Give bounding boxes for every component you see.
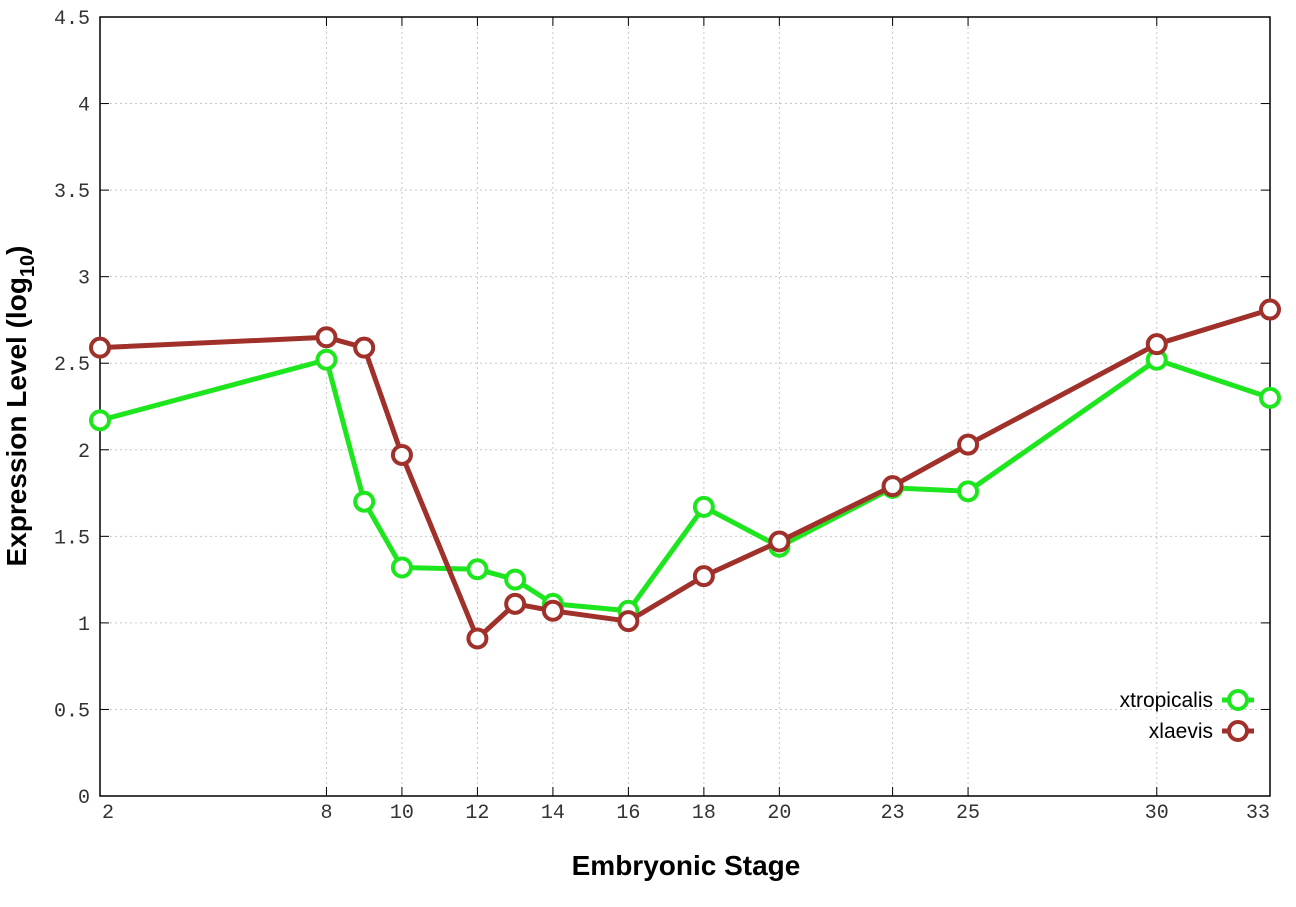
series-line-xlaevis xyxy=(97,307,1273,641)
series-xtropicalis xyxy=(89,348,1281,622)
y-tick-label: 2 xyxy=(78,441,90,464)
data-point-xtropicalis xyxy=(315,348,338,371)
data-point-xtropicalis xyxy=(466,558,489,581)
x-tick-label: 23 xyxy=(881,802,905,825)
y-tick-label: 2.5 xyxy=(54,354,90,377)
x-tick-label: 25 xyxy=(956,802,980,825)
y-axis-title: Expression Level (log10) xyxy=(1,246,39,567)
grid-layer xyxy=(100,17,1270,796)
series-layer xyxy=(89,298,1281,650)
y-axis-title-main: Expression Level (log xyxy=(1,277,32,566)
plot-area-frame xyxy=(99,16,1271,797)
data-point-xtropicalis xyxy=(692,495,715,518)
y-tick-label: 0 xyxy=(78,787,90,810)
data-point-xlaevis xyxy=(881,475,904,498)
data-point-xlaevis xyxy=(504,592,527,615)
legend-label: xlaevis xyxy=(1149,720,1213,743)
legend: xtropicalis xlaevis xyxy=(1120,689,1254,743)
legend-swatch-marker xyxy=(1227,689,1249,711)
tick-marks xyxy=(99,16,1271,797)
x-tick-label: 14 xyxy=(541,802,565,825)
y-tick-label: 4 xyxy=(78,95,90,118)
x-tick-label: 16 xyxy=(616,802,640,825)
data-point-xlaevis xyxy=(1145,333,1168,356)
x-tick-label: 12 xyxy=(465,802,489,825)
data-point-xtropicalis xyxy=(957,480,980,503)
data-point-xlaevis xyxy=(315,326,338,349)
x-axis-title: Embryonic Stage xyxy=(572,850,801,881)
data-point-xlaevis xyxy=(957,433,980,456)
data-point-xlaevis xyxy=(89,336,111,359)
x-tick-label: 33 xyxy=(1246,802,1270,825)
x-tick-label: 18 xyxy=(692,802,716,825)
tick-labels: 0 0.5 1 1.5 2 2.5 3 3.5 4 4.5 2 8 10 12 14 16 18 20 23 25 30… xyxy=(54,8,1270,825)
y-axis-title-close: ) xyxy=(1,246,32,255)
legend-swatch-marker xyxy=(1227,720,1249,742)
data-point-xtropicalis xyxy=(1259,386,1281,409)
data-point-xtropicalis xyxy=(353,490,376,513)
y-tick-label: 1 xyxy=(78,614,90,637)
data-point-xlaevis xyxy=(768,530,791,553)
data-point-xtropicalis xyxy=(390,556,413,579)
data-point-xlaevis xyxy=(541,599,564,622)
data-point-xlaevis xyxy=(692,565,715,588)
x-tick-label: 10 xyxy=(390,802,414,825)
y-tick-label: 0.5 xyxy=(54,700,90,723)
data-point-xlaevis xyxy=(466,627,489,650)
y-tick-label: 3.5 xyxy=(54,181,90,204)
legend-label: xtropicalis xyxy=(1120,689,1213,712)
data-point-xlaevis xyxy=(1259,298,1281,321)
y-tick-label: 3 xyxy=(78,268,90,291)
y-tick-label: 1.5 xyxy=(54,527,90,550)
data-point-xtropicalis xyxy=(504,568,527,591)
x-tick-label: 30 xyxy=(1145,802,1169,825)
data-point-xlaevis xyxy=(617,610,640,633)
series-xlaevis xyxy=(89,298,1281,650)
legend-item-xlaevis: xlaevis xyxy=(1149,720,1254,743)
x-tick-label: 8 xyxy=(320,802,332,825)
y-axis-title-subscript: 10 xyxy=(17,255,39,277)
data-point-xtropicalis xyxy=(89,409,111,432)
data-point-xlaevis xyxy=(353,336,376,359)
data-point-xlaevis xyxy=(390,443,413,466)
series-line-xtropicalis xyxy=(97,357,1273,614)
x-tick-label: 2 xyxy=(102,802,114,825)
legend-item-xtropicalis: xtropicalis xyxy=(1120,689,1254,712)
y-tick-label: 4.5 xyxy=(54,8,90,31)
x-tick-label: 20 xyxy=(767,802,791,825)
